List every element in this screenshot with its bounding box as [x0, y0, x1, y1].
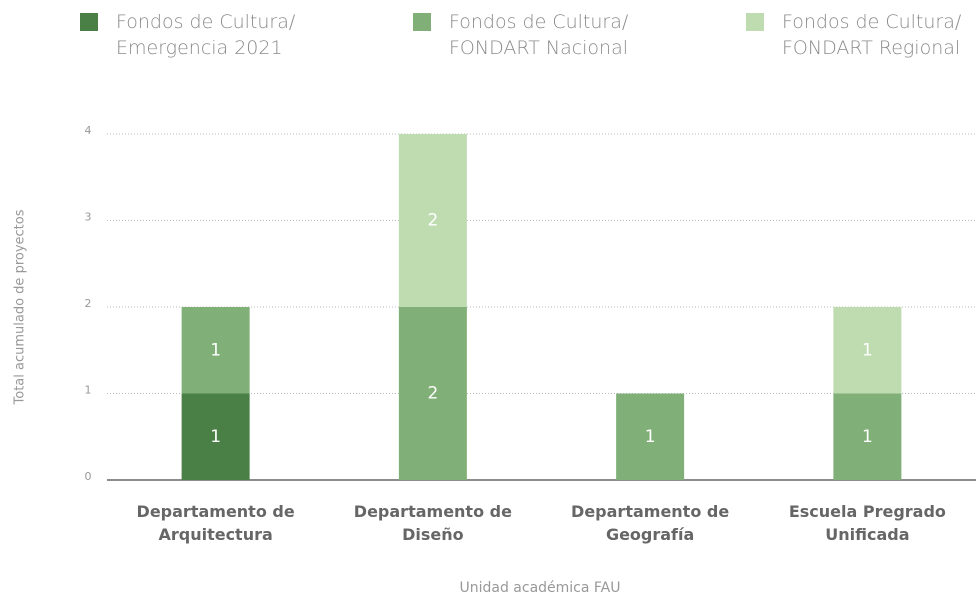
bar-segment — [833, 307, 902, 394]
data-label: 2 — [427, 211, 438, 231]
y-tick-label: 4 — [85, 124, 92, 137]
y-tick-label: 2 — [85, 297, 92, 310]
bar-segment — [398, 134, 467, 307]
bar-segment — [616, 393, 685, 480]
y-axis-label: Total acumulado de proyectos — [13, 209, 28, 405]
x-axis-label: Unidad académica FAU — [459, 580, 620, 595]
bar-segment — [398, 307, 467, 480]
data-label: 1 — [862, 340, 873, 360]
legend-swatch — [80, 13, 98, 31]
y-tick-label: 0 — [85, 470, 92, 483]
bar-segment — [181, 393, 250, 480]
y-tick-label: 3 — [85, 211, 92, 224]
data-label: 2 — [427, 384, 438, 404]
legend-swatch — [413, 13, 431, 31]
legend-label: Fondos de Cultura/ FONDART Nacional — [449, 11, 629, 59]
data-label: 1 — [645, 427, 656, 447]
x-tick-label: Departamento de Arquitectura — [136, 502, 295, 544]
data-label: 1 — [210, 340, 221, 360]
y-tick-label: 1 — [85, 384, 92, 397]
data-label: 1 — [862, 427, 873, 447]
x-tick-label: Escuela Pregrado Unificada — [788, 502, 946, 544]
legend-swatch — [746, 13, 764, 31]
legend-label: Fondos de Cultura/ Emergencia 2021 — [116, 11, 296, 59]
x-tick-label: Departamento de Geografía — [571, 502, 730, 544]
bar-segment — [181, 307, 250, 394]
data-label: 1 — [210, 427, 221, 447]
legend-label: Fondos de Cultura/ FONDART Regional — [782, 11, 962, 59]
bar-segment — [833, 393, 902, 480]
x-tick-label: Departamento de Diseño — [353, 502, 512, 544]
